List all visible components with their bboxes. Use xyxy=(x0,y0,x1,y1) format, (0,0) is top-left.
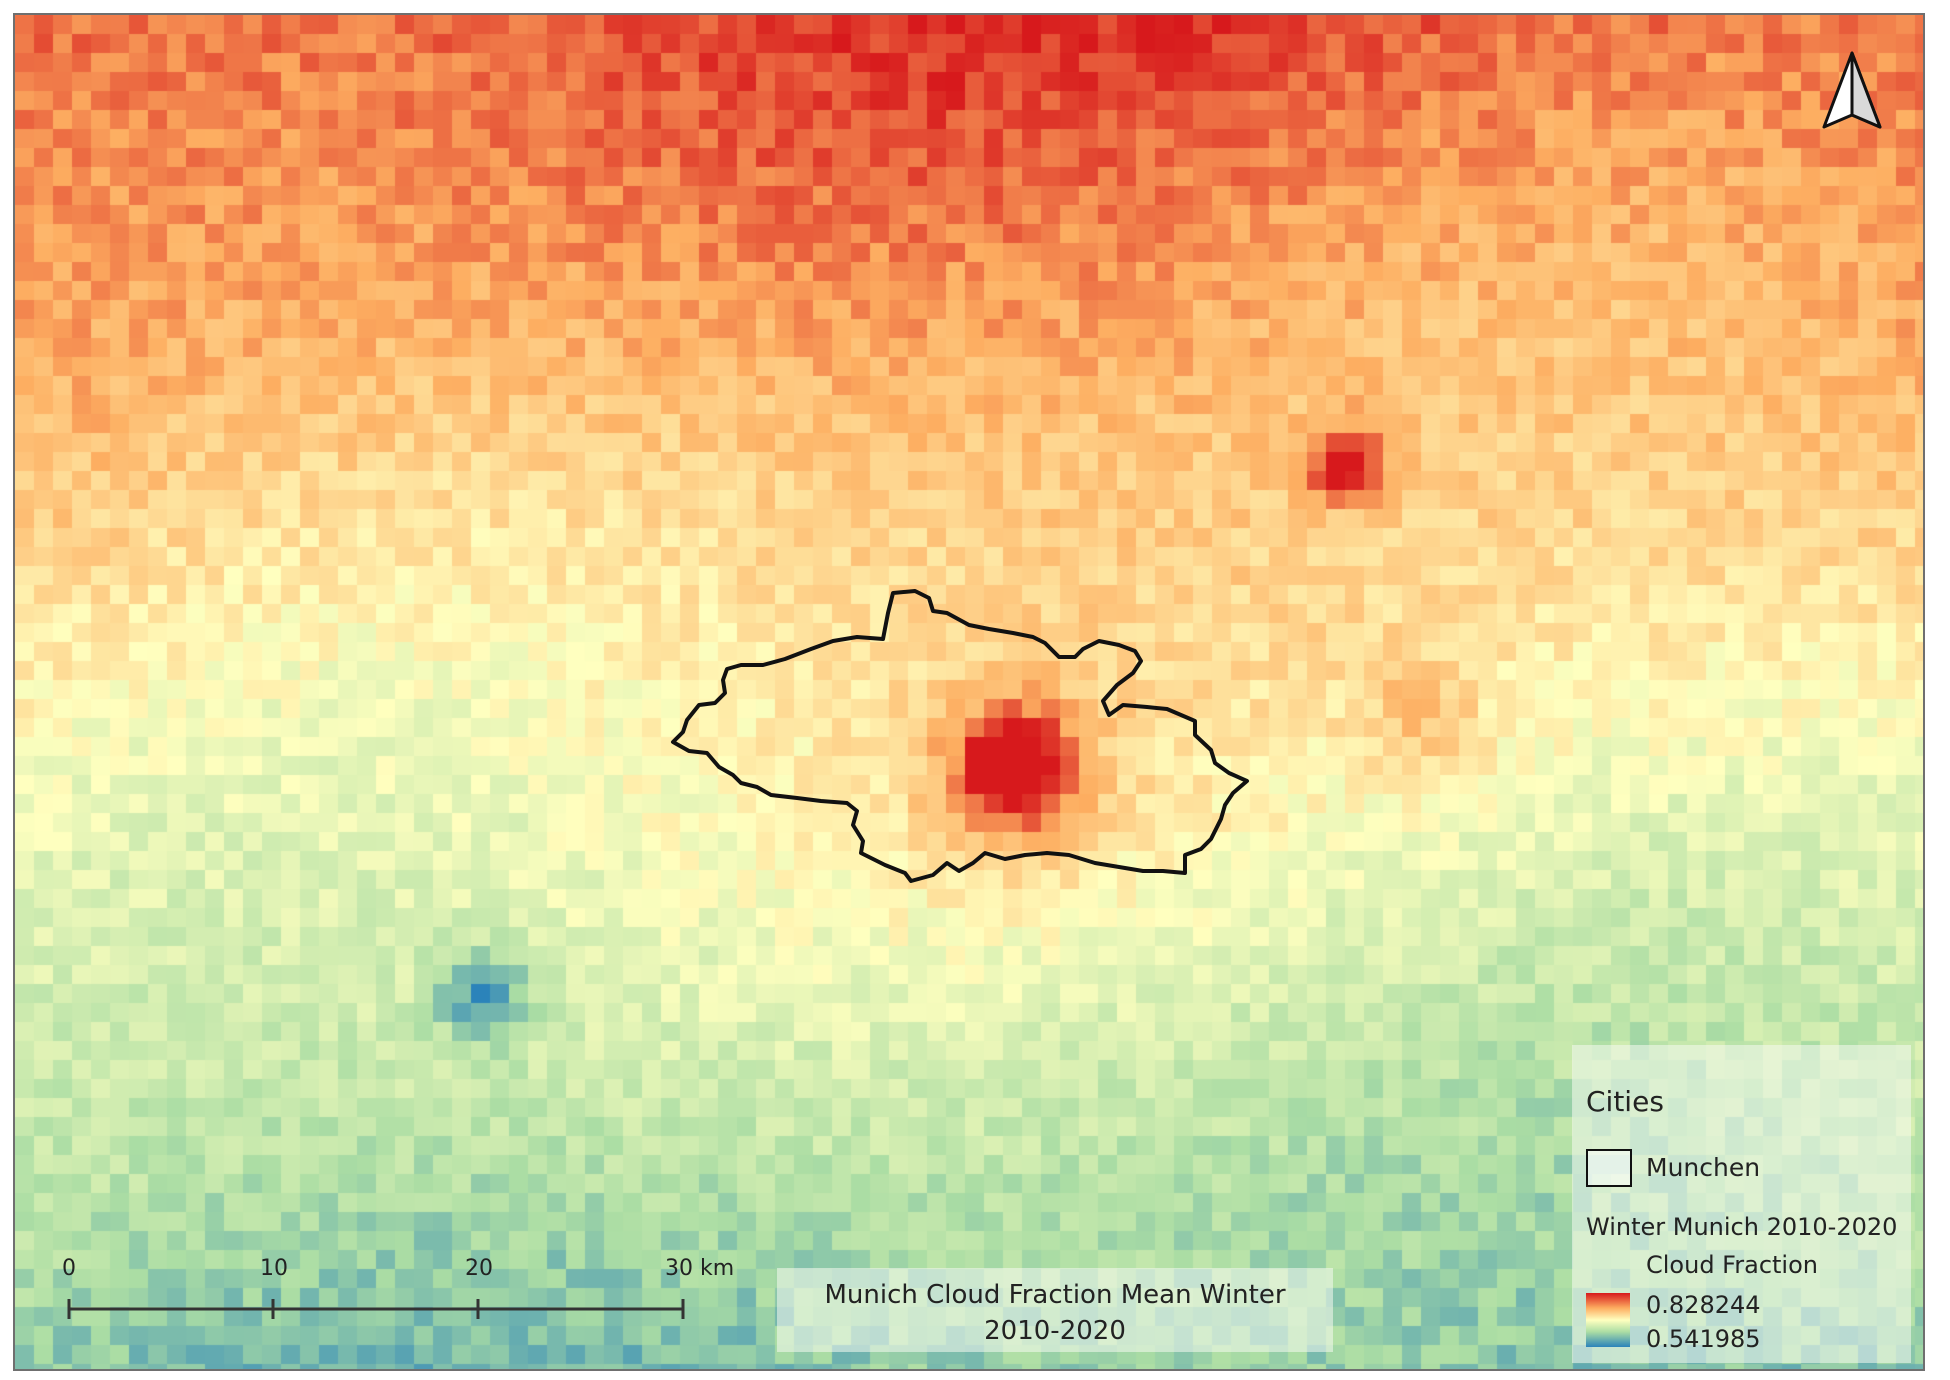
scale-label-10: 10 xyxy=(260,1256,288,1281)
map-title-box: Munich Cloud Fraction Mean Winter 2010-2… xyxy=(777,1268,1333,1352)
scale-label-20: 20 xyxy=(465,1256,493,1281)
legend-group-title: Cities xyxy=(1586,1085,1664,1118)
scale-label-30-km: 30 km xyxy=(665,1256,735,1281)
munich-boundary-outline[interactable] xyxy=(671,589,1249,883)
legend-raster-subtitle: Cloud Fraction xyxy=(1646,1251,1818,1279)
map-title: Munich Cloud Fraction Mean Winter 2010-2… xyxy=(777,1277,1333,1349)
map-frame[interactable]: 0 10 20 30 km Munich Cloud Fraction Mean… xyxy=(13,13,1925,1371)
legend-city-label: Munchen xyxy=(1646,1153,1761,1182)
legend-city-swatch xyxy=(1586,1149,1632,1187)
north-arrow-icon xyxy=(1822,51,1882,129)
legend-color-ramp xyxy=(1586,1293,1630,1347)
legend-min-value: 0.541985 xyxy=(1646,1325,1761,1353)
map-overlay xyxy=(67,51,1882,1319)
scale-label-0: 0 xyxy=(62,1256,76,1281)
map-legend: Cities Munchen Winter Munich 2010-2020 C… xyxy=(1572,1045,1911,1363)
scale-bar xyxy=(67,1299,685,1319)
map-title-line2: 2010-2020 xyxy=(984,1316,1126,1346)
legend-raster-title: Winter Munich 2010-2020 xyxy=(1586,1213,1898,1241)
map-title-line1: Munich Cloud Fraction Mean Winter xyxy=(824,1280,1286,1310)
legend-max-value: 0.828244 xyxy=(1646,1291,1761,1319)
